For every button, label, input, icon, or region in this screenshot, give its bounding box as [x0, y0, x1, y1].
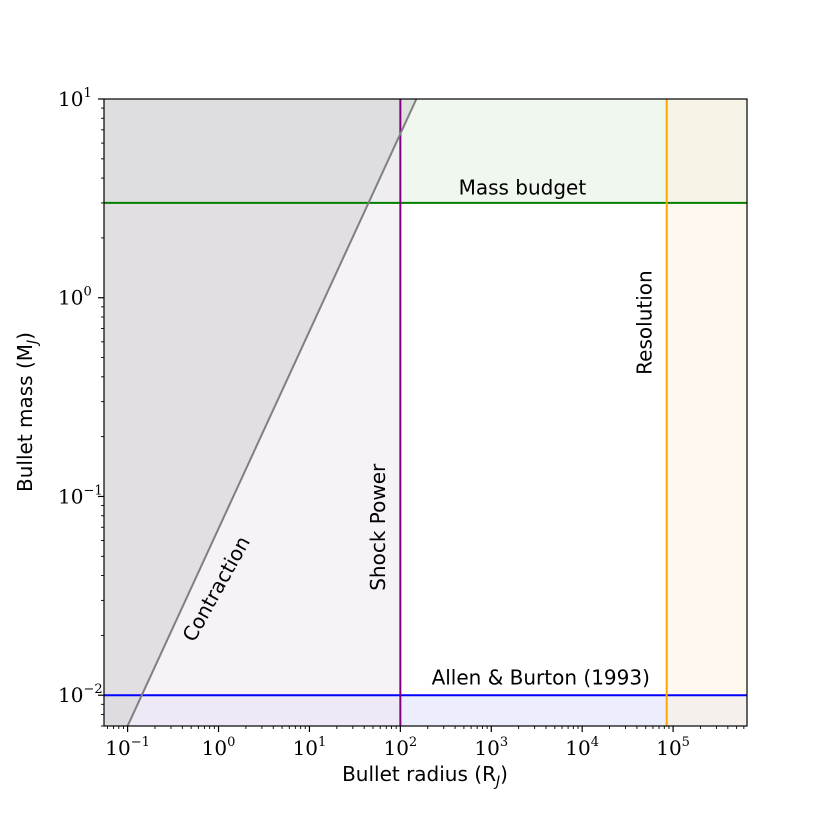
y-axis-ticks: 10−2 10−1 100 101: [58, 86, 104, 727]
contraction-excluded-region: [104, 99, 417, 726]
y-tick-label: 101: [58, 86, 92, 111]
plot-frame: [103, 98, 748, 727]
x-tick-label: 101: [293, 735, 327, 760]
x-tick-label: 10−1: [105, 735, 150, 760]
x-tick-label: 104: [565, 735, 599, 760]
mass-budget-annotation: Mass budget: [459, 176, 587, 200]
x-axis-ticks: 10−1 100 101 102 103 104 105: [105, 726, 745, 760]
constraint-lines: [104, 99, 747, 726]
x-tick-label: 105: [656, 735, 690, 760]
y-axis-label: Bullet mass (MJ): [13, 332, 41, 492]
resolution-excluded-region: [666, 99, 747, 726]
x-axis-label: Bullet radius (RJ): [342, 762, 508, 790]
allen-burton-1993-annotation: Allen & Burton (1993): [432, 666, 650, 690]
x-tick-label: 103: [474, 735, 508, 760]
resolution-annotation: Resolution: [633, 270, 657, 375]
y-tick-label: 100: [58, 285, 92, 310]
x-tick-label: 102: [383, 735, 417, 760]
x-tick-label: 100: [202, 735, 236, 760]
y-tick-label: 10−1: [58, 483, 103, 508]
shock-power-annotation: Shock Power: [366, 463, 390, 591]
y-tick-label: 10−2: [58, 682, 103, 707]
contraction-line: [126, 99, 418, 726]
